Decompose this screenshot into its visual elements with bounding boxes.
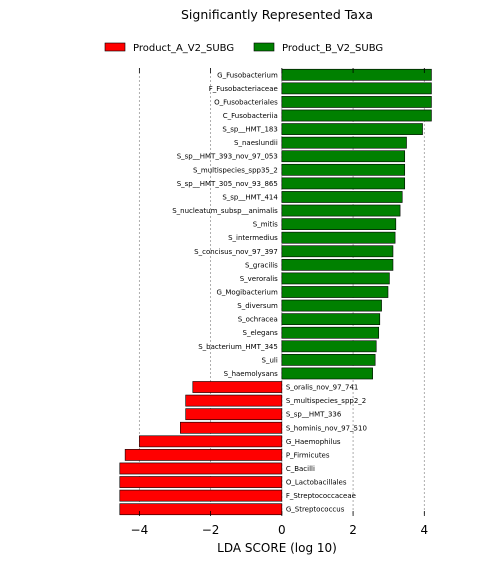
bar bbox=[119, 476, 283, 488]
bar-label: S_oralis_nov_97_741 bbox=[286, 384, 359, 392]
bar bbox=[281, 109, 432, 122]
bar-label: S_bacterium_HMT_345 bbox=[198, 343, 278, 351]
bar bbox=[281, 123, 423, 135]
bar-label: S_intermedius bbox=[228, 234, 278, 242]
bar bbox=[124, 449, 283, 461]
bar bbox=[281, 177, 406, 190]
bar bbox=[281, 68, 432, 81]
bar-label: S_nucleatum_subsp__animalis bbox=[172, 207, 278, 215]
bar-label: C_Fusobacteriia bbox=[223, 112, 278, 120]
bar-label: G_Streptococcus bbox=[286, 506, 345, 514]
bar-label: S_concisus_nov_97_397 bbox=[194, 248, 278, 256]
bar bbox=[281, 299, 382, 312]
bar bbox=[180, 421, 283, 434]
bar bbox=[281, 163, 406, 176]
bar bbox=[281, 96, 432, 108]
bar bbox=[139, 435, 283, 448]
bar-label: S_ochracea bbox=[238, 316, 278, 324]
legend-swatch-a bbox=[104, 42, 126, 52]
bar-label: S_multispecies_spp35_2 bbox=[193, 166, 278, 174]
bar-label: S_sp__HMT_414 bbox=[222, 193, 278, 201]
bar bbox=[281, 326, 380, 339]
x-tick-label: −4 bbox=[131, 523, 149, 537]
legend-label-b: Product_B_V2_SUBG bbox=[282, 43, 383, 54]
bar-label: O_Lactobacillales bbox=[286, 479, 347, 487]
bar-label: S_mitis bbox=[253, 221, 278, 229]
bar-label: S_uli bbox=[262, 356, 278, 364]
bar bbox=[281, 245, 394, 258]
bar-label: S_sp__HMT_305_nov_93_865 bbox=[177, 180, 278, 188]
bar-label: G_Fusobacterium bbox=[217, 71, 278, 79]
bar bbox=[281, 340, 377, 353]
bar-label: F_Fusobacteriaceae bbox=[209, 85, 278, 93]
bars bbox=[119, 68, 432, 516]
x-axis: −4 −2 0 2 4 bbox=[131, 68, 428, 537]
bar-label: O_Fusobacteriales bbox=[214, 98, 278, 106]
bar bbox=[281, 272, 390, 285]
bar-label: S_multispecies_spp2_2 bbox=[286, 397, 366, 405]
chart-title: Significantly Represented Taxa bbox=[181, 7, 373, 22]
legend-item-b: Product_B_V2_SUBG bbox=[253, 42, 383, 54]
legend: Product_A_V2_SUBG Product_B_V2_SUBG bbox=[104, 42, 383, 54]
bar bbox=[119, 462, 283, 475]
legend-label-a: Product_A_V2_SUBG bbox=[133, 43, 234, 54]
x-tick-label: 0 bbox=[278, 523, 286, 537]
bar bbox=[119, 489, 283, 502]
x-tick-label: 4 bbox=[420, 523, 428, 537]
bar bbox=[281, 258, 394, 271]
bar-label: S_gracilis bbox=[245, 261, 278, 269]
bar-label: S_sp__HMT_336 bbox=[286, 411, 342, 419]
bar bbox=[281, 82, 432, 95]
bar bbox=[281, 286, 389, 298]
x-tick-label: −2 bbox=[202, 523, 220, 537]
bar-label: S_hominis_nov_97_510 bbox=[286, 424, 367, 432]
bar bbox=[192, 381, 283, 393]
bar bbox=[281, 231, 396, 244]
bar bbox=[281, 136, 407, 149]
bar-label: S_veroralis bbox=[240, 275, 278, 283]
bar-label: S_elegans bbox=[243, 329, 279, 337]
bar-label: S_diversum bbox=[237, 302, 278, 310]
legend-item-a: Product_A_V2_SUBG bbox=[104, 42, 234, 54]
bar-label: C_Bacilli bbox=[286, 465, 315, 473]
bar bbox=[281, 313, 381, 326]
bar-label: S_naeslundii bbox=[234, 139, 278, 147]
bar-label: S_haemolysans bbox=[224, 370, 279, 378]
bar-label: G_Haemophilus bbox=[286, 438, 341, 446]
bar bbox=[281, 191, 403, 203]
bar bbox=[119, 503, 283, 516]
legend-swatch-b bbox=[253, 42, 275, 52]
bar-label: P_Firmicutes bbox=[286, 451, 330, 459]
bar bbox=[281, 218, 397, 230]
x-tick-label: 2 bbox=[349, 523, 357, 537]
bar bbox=[281, 367, 373, 380]
bar bbox=[281, 150, 406, 163]
bar-label: F_Streptococcaceae bbox=[286, 492, 356, 500]
bar bbox=[185, 394, 283, 407]
x-axis-label: LDA SCORE (log 10) bbox=[217, 541, 337, 555]
bar-label: S_sp__HMT_393_nov_97_053 bbox=[177, 153, 278, 161]
bar bbox=[185, 408, 283, 421]
bar-label: G_Mogibacterium bbox=[216, 289, 278, 297]
bar-label: S_sp__HMT_183 bbox=[222, 126, 277, 134]
bar bbox=[281, 204, 401, 217]
bar bbox=[281, 354, 376, 366]
bar-labels: G_Fusobacterium F_Fusobacteriaceae O_Fusob… bbox=[172, 71, 367, 513]
